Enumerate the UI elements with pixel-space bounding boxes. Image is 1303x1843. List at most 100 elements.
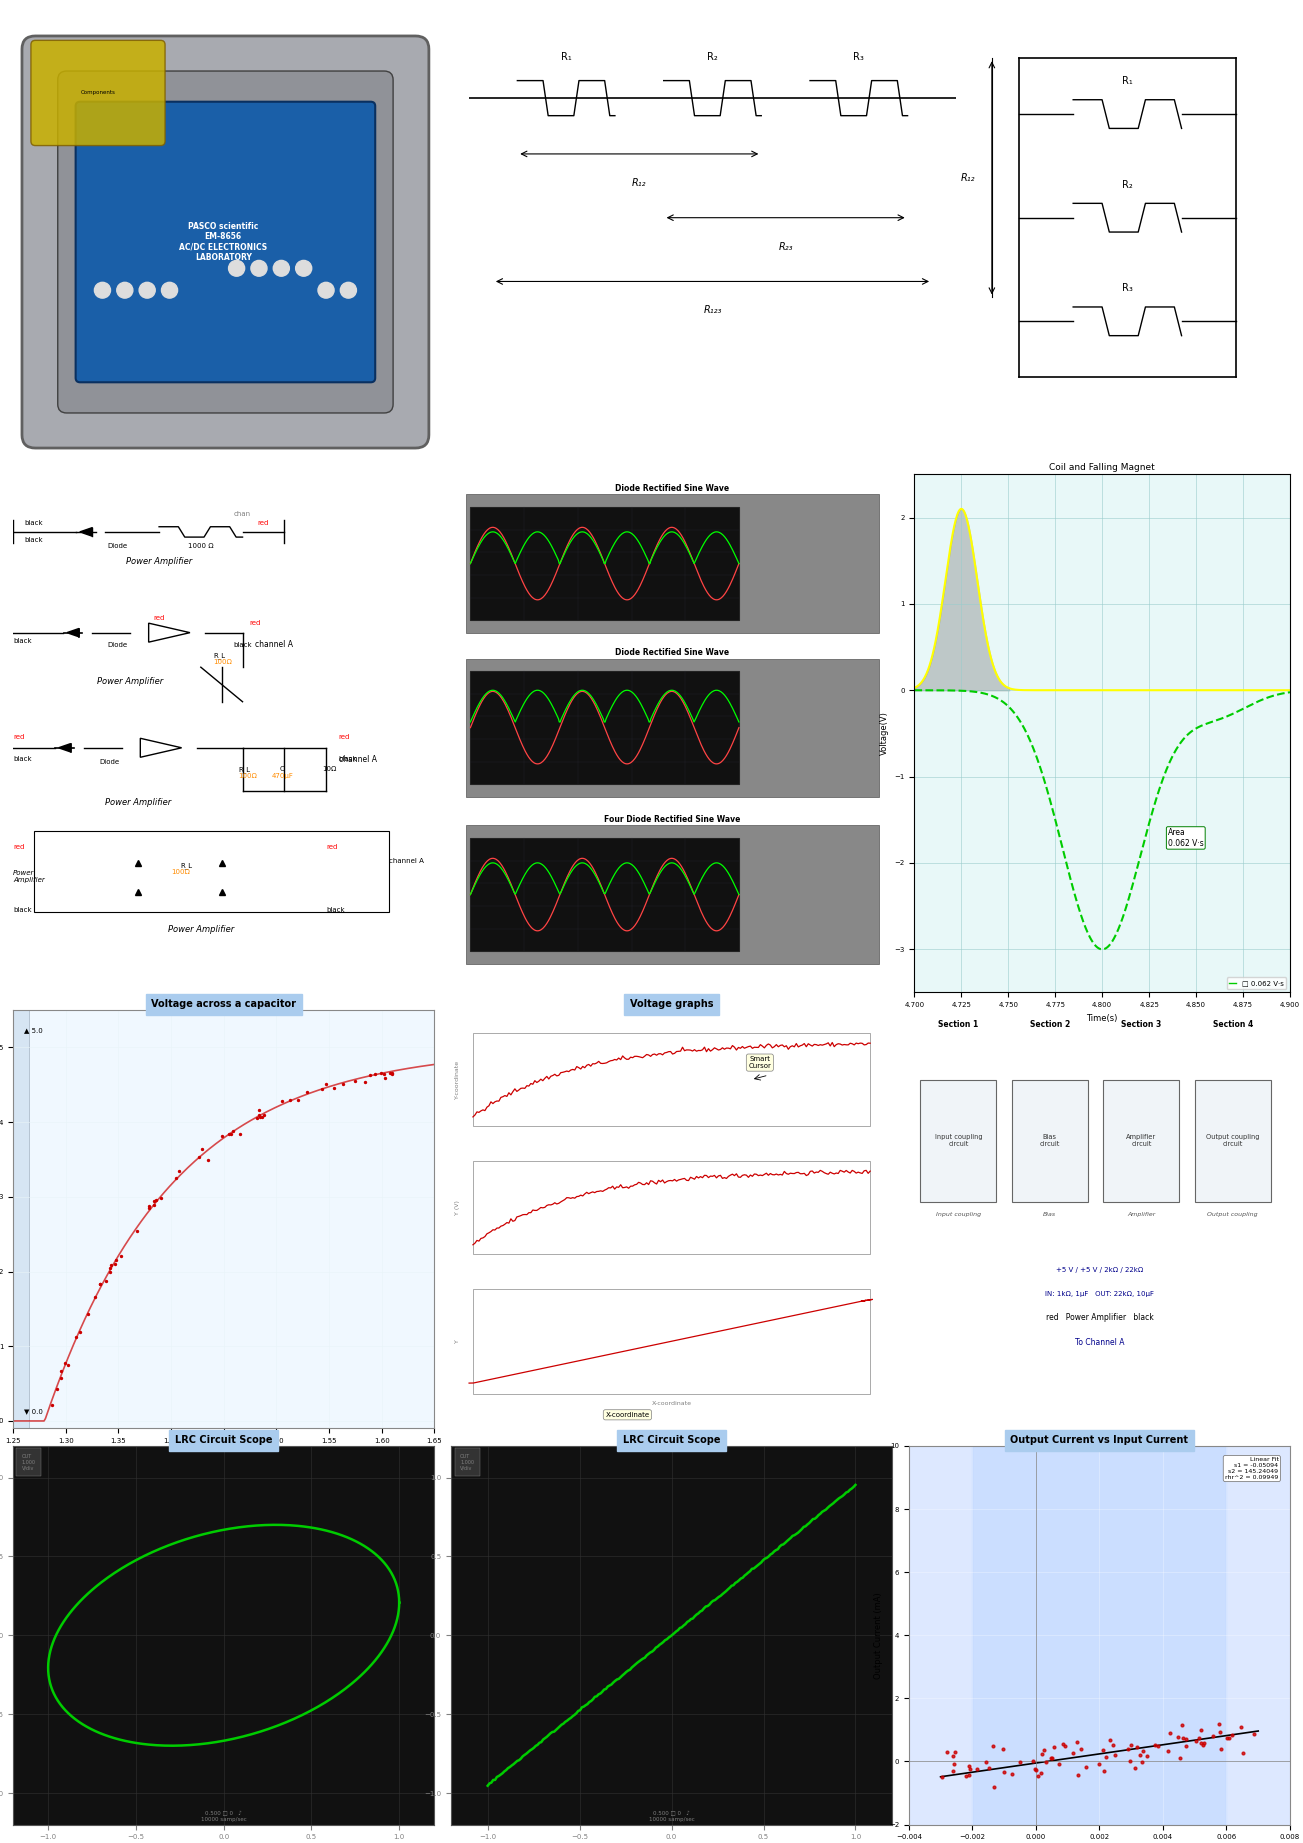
Point — [69, 1318, 90, 1347]
Point — [100, 1253, 121, 1283]
Title: Voltage graphs: Voltage graphs — [629, 999, 713, 1010]
FancyBboxPatch shape — [465, 658, 880, 796]
Point — [375, 1063, 396, 1093]
Point — [1040, 1743, 1061, 1773]
Text: black: black — [339, 756, 357, 761]
Point — [249, 1102, 270, 1132]
Circle shape — [274, 260, 289, 276]
FancyBboxPatch shape — [470, 507, 739, 621]
Y-axis label: Voltage(V): Voltage(V) — [880, 711, 889, 756]
Point — [1068, 1760, 1089, 1790]
Point — [47, 1375, 68, 1404]
Point — [1031, 1758, 1052, 1788]
Text: Power Amplifier: Power Amplifier — [126, 557, 193, 566]
Point — [959, 1751, 980, 1780]
Point — [344, 1065, 365, 1095]
Text: black: black — [233, 641, 251, 649]
Text: R_L: R_L — [180, 863, 192, 870]
Point — [1088, 1749, 1109, 1778]
Text: Output coupling: Output coupling — [1208, 1211, 1259, 1216]
Text: Components: Components — [81, 90, 116, 96]
Text: channel A: channel A — [255, 640, 293, 649]
Text: Y: Y — [455, 1340, 460, 1344]
Point — [967, 1755, 988, 1784]
Text: red: red — [13, 844, 25, 850]
Text: channel A: channel A — [339, 756, 377, 765]
Text: R₁₂₃: R₁₂₃ — [704, 306, 722, 315]
Point — [104, 1250, 125, 1279]
FancyBboxPatch shape — [470, 671, 739, 785]
Point — [958, 1760, 979, 1790]
Text: Section 1: Section 1 — [938, 1021, 979, 1030]
Point — [945, 1738, 966, 1767]
Text: Linear Fit
s1 = -0.05094
s2 = 145.24049
rhr^2 = 0.09949: Linear Fit s1 = -0.05094 s2 = 145.24049 … — [1225, 1458, 1278, 1480]
FancyBboxPatch shape — [473, 1161, 870, 1253]
FancyBboxPatch shape — [57, 72, 394, 413]
Point — [138, 1192, 159, 1222]
FancyBboxPatch shape — [465, 826, 880, 964]
FancyBboxPatch shape — [920, 1080, 997, 1202]
Point — [111, 1242, 132, 1272]
Point — [1170, 1743, 1191, 1773]
Text: R₁₂: R₁₂ — [632, 177, 646, 188]
Polygon shape — [59, 745, 70, 752]
Text: Diode: Diode — [107, 542, 128, 549]
Text: Output coupling
circuit: Output coupling circuit — [1207, 1133, 1260, 1146]
Text: red: red — [154, 616, 164, 621]
Text: Power Amplifier: Power Amplifier — [96, 678, 163, 686]
Y-axis label: Output Current (mA): Output Current (mA) — [874, 1592, 883, 1679]
Text: Amplifier
circuit: Amplifier circuit — [1126, 1133, 1156, 1146]
Point — [1121, 1731, 1141, 1760]
Point — [1203, 1721, 1224, 1751]
Point — [1175, 1731, 1196, 1760]
Text: 0.500 □ 0   ♪
10000 samp/sec: 0.500 □ 0 ♪ 10000 samp/sec — [649, 1812, 694, 1823]
Text: R₂: R₂ — [708, 52, 718, 63]
FancyBboxPatch shape — [473, 1288, 870, 1393]
Point — [1063, 1738, 1084, 1767]
Point — [165, 1163, 186, 1192]
FancyBboxPatch shape — [1195, 1080, 1270, 1202]
Text: chan: chan — [235, 511, 251, 518]
Point — [1218, 1723, 1239, 1753]
FancyBboxPatch shape — [1104, 1080, 1179, 1202]
Text: R₂₃: R₂₃ — [778, 241, 794, 252]
FancyBboxPatch shape — [1011, 1080, 1088, 1202]
Point — [90, 1270, 111, 1299]
Point — [168, 1156, 189, 1185]
Text: Amplifier: Amplifier — [1127, 1211, 1156, 1216]
Text: X-coordinate: X-coordinate — [606, 1412, 649, 1417]
Point — [1188, 1723, 1209, 1753]
Point — [1167, 1721, 1188, 1751]
Point — [222, 1117, 242, 1146]
Point — [1100, 1725, 1121, 1755]
FancyBboxPatch shape — [22, 37, 429, 448]
Point — [374, 1060, 395, 1089]
Point — [189, 1143, 210, 1172]
Point — [937, 1738, 958, 1767]
Point — [246, 1104, 267, 1133]
Point — [1093, 1734, 1114, 1764]
Point — [1192, 1731, 1213, 1760]
Point — [85, 1283, 106, 1312]
Text: 100Ω: 100Ω — [214, 660, 232, 665]
Point — [943, 1749, 964, 1778]
X-axis label: Time(s): Time(s) — [1087, 1014, 1118, 1023]
Text: R_L: R_L — [214, 652, 225, 658]
Point — [1130, 1740, 1151, 1769]
Point — [382, 1058, 403, 1087]
Point — [288, 1086, 309, 1115]
Point — [106, 1246, 126, 1275]
X-axis label: X-coordinate (Time sec): X-coordinate (Time sec) — [173, 1450, 274, 1458]
Point — [1023, 1747, 1044, 1777]
Point — [198, 1145, 219, 1174]
Text: Smart
Cursor: Smart Cursor — [748, 1056, 771, 1069]
Point — [100, 1250, 121, 1279]
Point — [143, 1191, 164, 1220]
Point — [1210, 1734, 1231, 1764]
Point — [249, 1100, 270, 1130]
Point — [1104, 1740, 1124, 1769]
Point — [1055, 1731, 1076, 1760]
Point — [229, 1119, 250, 1148]
Text: 100Ω: 100Ω — [172, 870, 190, 875]
Legend: □ 0.062 V·s: □ 0.062 V·s — [1226, 977, 1286, 990]
